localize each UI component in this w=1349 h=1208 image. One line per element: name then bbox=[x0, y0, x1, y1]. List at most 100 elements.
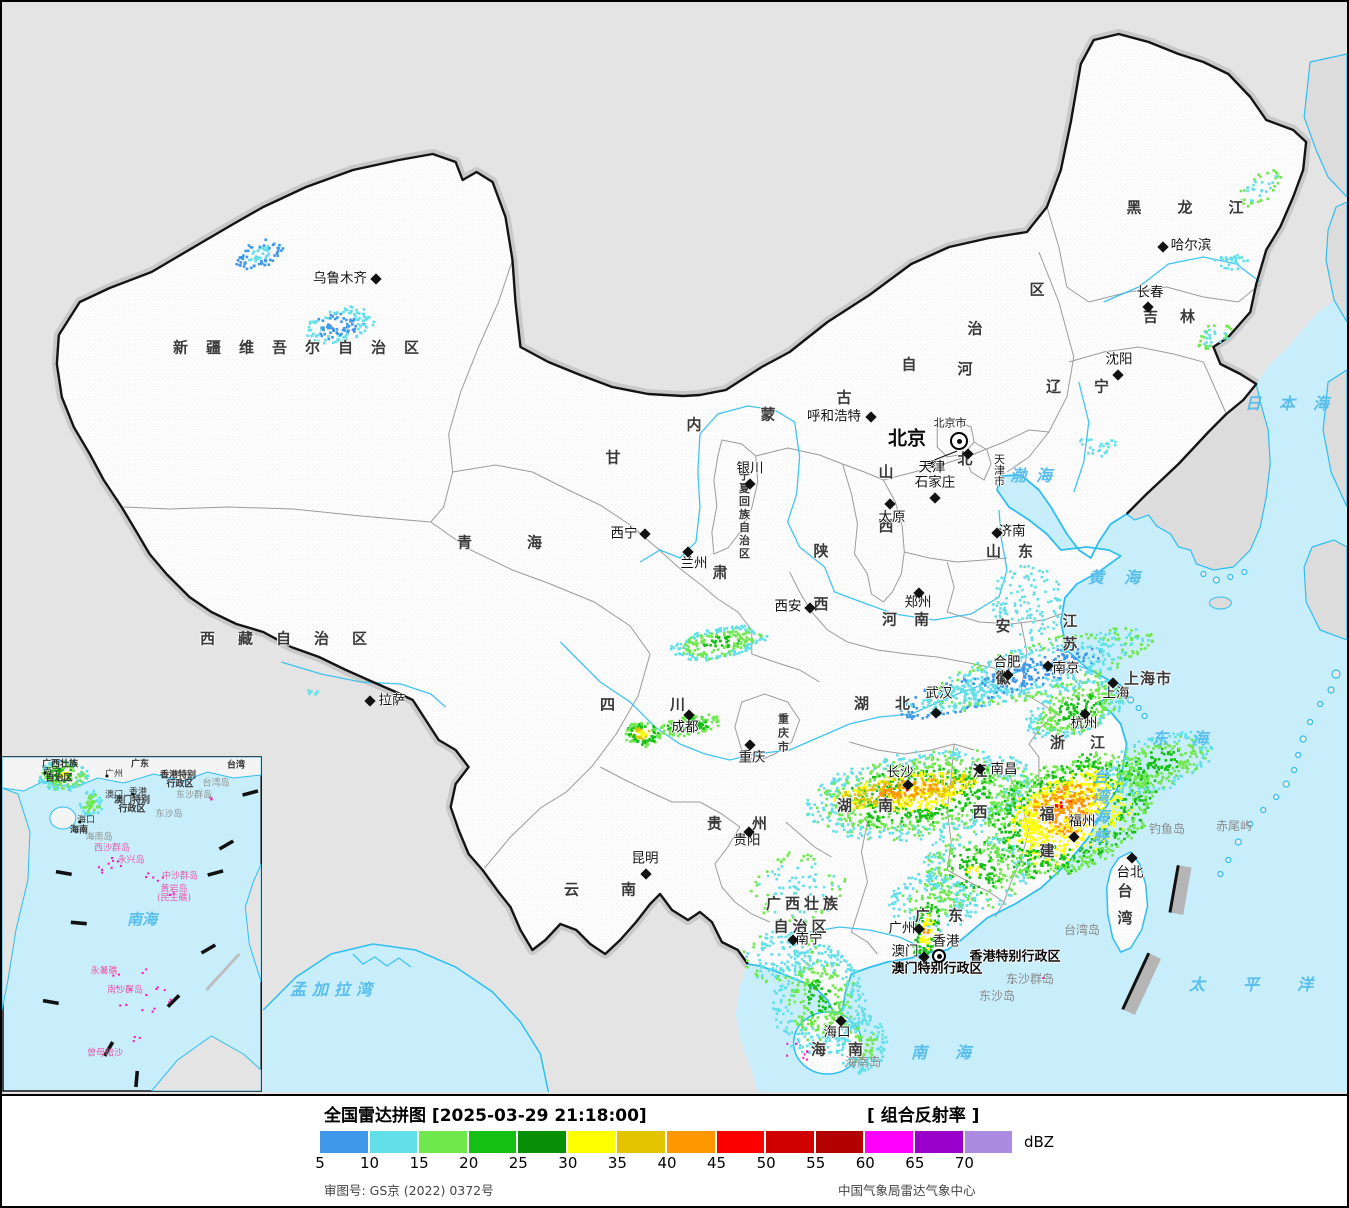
inset-yongshujiao: 永暑礁 bbox=[90, 966, 118, 977]
small-island-20 bbox=[1141, 712, 1148, 720]
province-shaanxi: 陕西 bbox=[811, 543, 830, 649]
province-boundary-27 bbox=[904, 551, 1008, 563]
sea-nanhai: 南海 bbox=[910, 1043, 1000, 1062]
city-guangzhou: 广州 bbox=[888, 920, 916, 937]
radar-echo-layer bbox=[235, 169, 1283, 1075]
dbz-cell-70 bbox=[964, 1131, 1013, 1153]
inset-haikou: 海口 bbox=[76, 815, 96, 826]
map-label-layer: 黑龙江 吉林 辽宁 新疆维吾尔自治区 西藏自治区 青海甘肃内蒙古自治区宁夏回族自治区 陕西山… bbox=[2, 2, 1347, 1094]
province-guangxi-2: 自治区 bbox=[773, 917, 831, 936]
small-island-19 bbox=[1135, 704, 1142, 712]
province-xizang: 西藏自治区 bbox=[199, 629, 391, 648]
city-zhengzhou: 郑州 bbox=[904, 594, 932, 611]
province-heilongjiang: 黑龙江 bbox=[1126, 198, 1280, 217]
island-taiwandao: 台湾岛 bbox=[1063, 923, 1101, 937]
marker-wulumuqi-diamond-icon bbox=[370, 273, 382, 285]
echo-chengdu-e bbox=[660, 713, 720, 738]
small-island-2 bbox=[1316, 700, 1324, 708]
inset-guangxi-2: 自治区 bbox=[45, 773, 73, 784]
dbz-tick-50: 50 bbox=[756, 1154, 776, 1172]
echo-inset-2 bbox=[78, 789, 104, 817]
small-island-9 bbox=[1260, 806, 1267, 814]
nine-dash-segment-9 bbox=[134, 1070, 140, 1088]
reef-zhongsha bbox=[145, 872, 164, 882]
echo-xinjiang-nw bbox=[235, 238, 285, 271]
province-gansu-gan: 甘 bbox=[605, 448, 621, 467]
dbz-tick-10: 10 bbox=[360, 1154, 380, 1172]
nine-dash-segment-7 bbox=[42, 998, 60, 1006]
province-boundary-2 bbox=[430, 521, 651, 869]
island-chiweiyu: 赤尾屿 bbox=[1215, 819, 1253, 833]
marker-beijing-capital-capital-icon bbox=[950, 432, 968, 450]
small-island-7 bbox=[1282, 780, 1290, 788]
small-island-8 bbox=[1273, 793, 1280, 801]
echo-heilongjiang-ne bbox=[1237, 169, 1283, 208]
legend-panel: 全国雷达拼图 [2025-03-29 21:18:00] [ 组合反射率 ] 5… bbox=[2, 1096, 1347, 1206]
island-dongshaqundao: 东沙群岛 bbox=[1005, 972, 1055, 986]
island-diaoyudao: 钓鱼岛 bbox=[1148, 822, 1186, 836]
nine-dash-segment-8 bbox=[103, 1041, 115, 1057]
river-0 bbox=[639, 405, 1008, 621]
sea-ribenhai: 日本海 bbox=[1244, 394, 1347, 413]
inset-minzhujiao: (民主礁) bbox=[156, 893, 192, 904]
province-fujian: 福建 bbox=[1037, 806, 1056, 880]
dbz-unit: dBZ bbox=[1024, 1133, 1055, 1151]
marker-inset-nanning-dot-icon bbox=[43, 771, 47, 775]
inset-guangxi-1: 广西壮族 bbox=[41, 759, 79, 770]
radar-map: 黑龙江 吉林 辽宁 新疆维吾尔自治区 西藏自治区 青海甘肃内蒙古自治区宁夏回族自治区 陕西山… bbox=[2, 2, 1347, 1096]
inset-sea-nanhai: 南海 bbox=[126, 910, 158, 929]
province-boundary-26 bbox=[963, 441, 992, 481]
city-nanning: 南宁 bbox=[795, 931, 823, 948]
radar-echo-inset-layer bbox=[37, 759, 213, 1043]
city-yinchuan: 银川 bbox=[736, 460, 764, 477]
marker-lasa-diamond-icon bbox=[364, 695, 376, 707]
tianjin-arrowhead bbox=[926, 460, 937, 468]
bay-of-bengal bbox=[263, 944, 549, 1092]
marker-inset-xianggang-dot-icon bbox=[131, 792, 135, 796]
map-title: 全国雷达拼图 [2025-03-29 21:18:00] bbox=[324, 1106, 647, 1126]
province-boundary-0 bbox=[430, 259, 513, 523]
maritime-boundary-bar-1 bbox=[1121, 952, 1161, 1016]
city-xianggang: 香港 bbox=[932, 933, 960, 950]
dbz-cell-15 bbox=[419, 1131, 467, 1153]
dbz-cell-60 bbox=[865, 1131, 913, 1153]
small-island-0 bbox=[1331, 669, 1341, 679]
echo-bohai bbox=[1079, 438, 1117, 458]
inset-guangdong: 广东 bbox=[130, 759, 150, 770]
small-island-14 bbox=[1200, 570, 1207, 578]
dbz-tick-45: 45 bbox=[707, 1154, 727, 1172]
province-xinjiang: 新疆维吾尔自治区 bbox=[172, 338, 438, 357]
small-island-5 bbox=[1295, 751, 1302, 759]
province-boundary-22 bbox=[785, 821, 832, 858]
river-4 bbox=[809, 926, 926, 950]
small-island-10 bbox=[1247, 820, 1254, 828]
city-chongqing: 重庆 bbox=[738, 749, 766, 766]
river-6 bbox=[352, 953, 412, 968]
province-hainan: 海南 bbox=[810, 1040, 886, 1059]
dbz-cell-45 bbox=[716, 1131, 765, 1153]
province-neimenggu-meng: 蒙 bbox=[760, 405, 776, 424]
label-xianggang-sar: 香港特别行政区 bbox=[969, 949, 1061, 965]
echo-sichuan-n bbox=[669, 624, 769, 662]
small-island-12 bbox=[1225, 856, 1232, 864]
marker-fuzhou-diamond-icon bbox=[1068, 831, 1080, 843]
city-fuzhou: 福州 bbox=[1068, 813, 1096, 830]
small-island-4 bbox=[1299, 735, 1307, 743]
province-neimenggu-zi: 自 bbox=[901, 355, 917, 374]
japan-land-2 bbox=[1322, 369, 1347, 508]
city-lasa: 拉萨 bbox=[378, 692, 406, 709]
marker-taibei-diamond-icon bbox=[1126, 852, 1138, 864]
dbz-cell-30 bbox=[567, 1131, 616, 1153]
inset-hksar-2: 行政区 bbox=[166, 779, 194, 790]
reef-xisha bbox=[97, 857, 122, 874]
city-kunming: 昆明 bbox=[631, 850, 659, 867]
dbz-cell-40 bbox=[667, 1131, 715, 1153]
province-jiangsu: 江苏 bbox=[1060, 613, 1079, 659]
province-boundary-9 bbox=[1006, 251, 1075, 473]
city-haikou: 海口 bbox=[823, 1024, 851, 1041]
province-boundary-12 bbox=[883, 429, 1049, 481]
city-jinan: 济南 bbox=[998, 523, 1026, 540]
sea-taipingyang: 太平洋 bbox=[1188, 975, 1347, 994]
dbz-tick-40: 40 bbox=[657, 1154, 677, 1172]
dbz-cell-20 bbox=[468, 1131, 517, 1153]
